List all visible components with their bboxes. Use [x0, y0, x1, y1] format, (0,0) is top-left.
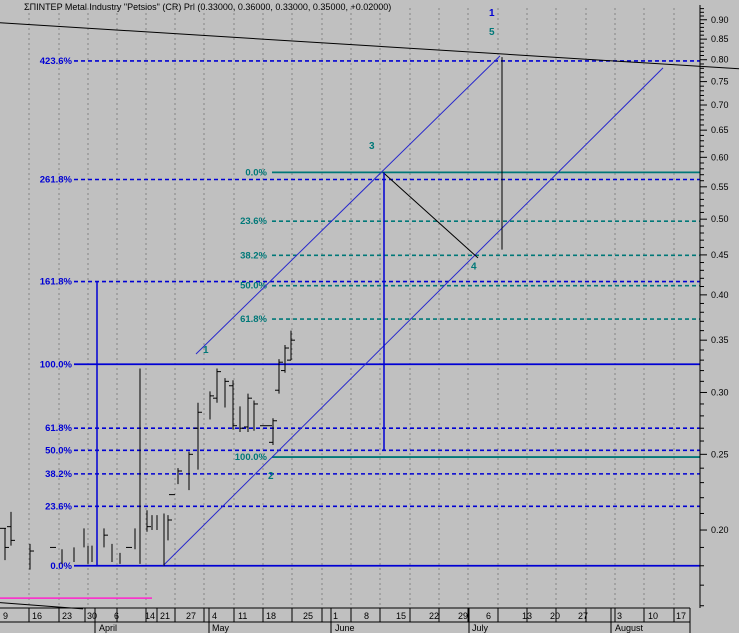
month-label: August [615, 623, 644, 633]
y-axis-label: 0.75 [711, 77, 729, 87]
elliott-wave-label: 4 [471, 261, 477, 272]
y-axis-label: 0.80 [711, 55, 729, 65]
fib-secondary-level-label: 38.2% [240, 250, 267, 261]
date-label: 17 [676, 611, 686, 621]
fib-primary-level-label: 161.8% [40, 277, 73, 288]
fib-secondary-level-label: 50.0% [240, 281, 267, 292]
y-axis-label: 0.20 [711, 525, 729, 535]
fib-primary-level-label: 423.6% [40, 56, 73, 67]
date-label: 8 [364, 611, 369, 621]
date-label: 25 [303, 611, 313, 621]
fib-primary-level-label: 38.2% [45, 469, 72, 480]
date-label: 14 [145, 611, 155, 621]
date-label: 23 [62, 611, 72, 621]
y-axis-label: 0.40 [711, 290, 729, 300]
elliott-wave-label: 2 [268, 471, 274, 482]
y-axis-label: 0.50 [711, 214, 729, 224]
fib-secondary-level-label: 100.0% [235, 452, 268, 463]
downtrend-line [0, 22, 739, 70]
elliott-wave-label: 5 [489, 27, 495, 38]
date-label: 9 [3, 611, 8, 621]
date-label: 6 [114, 611, 119, 621]
date-label: 13 [522, 611, 532, 621]
y-axis-label: 0.85 [711, 34, 729, 44]
date-label: 3 [617, 611, 622, 621]
y-axis-label: 0.90 [711, 15, 729, 25]
month-label: April [99, 623, 117, 633]
date-label: 4 [212, 611, 217, 621]
fib-primary-level-label: 61.8% [45, 423, 72, 434]
date-label: 18 [266, 611, 276, 621]
date-label: 16 [32, 611, 42, 621]
date-label: 22 [429, 611, 439, 621]
date-label: 27 [186, 611, 196, 621]
elliott-wave-label: 3 [369, 141, 375, 152]
date-label: 27 [578, 611, 588, 621]
fib-secondary-level-label: 61.8% [240, 314, 267, 325]
y-axis-label: 0.30 [711, 387, 729, 397]
channel-upper-line [195, 55, 501, 355]
fib-primary-level-label: 261.8% [40, 175, 73, 186]
y-axis-label: 0.35 [711, 335, 729, 345]
y-axis-label: 0.60 [711, 152, 729, 162]
date-label: 29 [458, 611, 468, 621]
chart-title: ΣΠΙΝΤΕΡ Metal Industry "Petsios" (CR) Pr… [24, 2, 392, 12]
date-label: 10 [648, 611, 658, 621]
y-axis-label: 0.65 [711, 125, 729, 135]
fib-secondary-level-label: 0.0% [245, 167, 267, 178]
month-label: June [335, 623, 355, 633]
fib-primary-level-label: 0.0% [50, 561, 72, 572]
month-label: May [212, 623, 230, 633]
y-axis-label: 0.25 [711, 449, 729, 459]
elliott-wave-label: 1 [489, 8, 495, 19]
channel-lower-line [162, 67, 664, 567]
month-label: July [472, 623, 489, 633]
y-axis-label: 0.45 [711, 250, 729, 260]
fib-primary-level-label: 50.0% [45, 445, 72, 456]
date-label: 11 [238, 611, 247, 621]
y-axis-label: 0.70 [711, 100, 729, 110]
fib-primary-level-label: 23.6% [45, 501, 72, 512]
fib-primary-level-label: 100.0% [40, 359, 73, 370]
date-label: 6 [486, 611, 491, 621]
y-axis-label: 0.55 [711, 182, 729, 192]
date-label: 20 [550, 611, 560, 621]
fib-secondary-level-label: 23.6% [240, 216, 267, 227]
date-label: 30 [87, 611, 97, 621]
date-label: 1 [333, 611, 338, 621]
date-label: 15 [396, 611, 406, 621]
elliott-wave-label: 1 [203, 345, 209, 356]
wave-3-4-line [382, 171, 479, 259]
date-label: 21 [160, 611, 170, 621]
